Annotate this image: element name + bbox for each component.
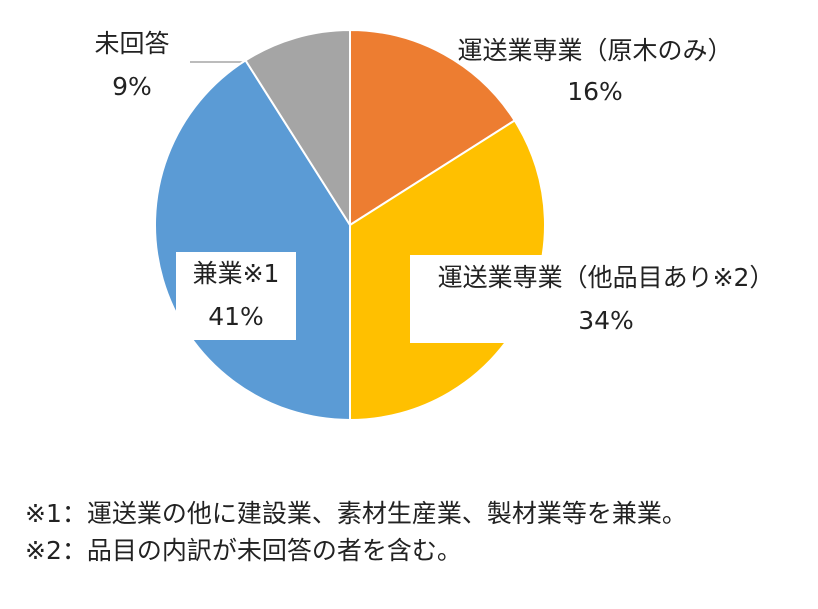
pie-slice (349, 28, 517, 227)
slice-label: 運送業専業（他品目あり※2） (438, 263, 775, 292)
note: ※2：品目の内訳が未回答の者を含む。 (25, 536, 462, 565)
pie-slice (244, 28, 351, 229)
slice-label: 未回答 (94, 29, 169, 58)
slice-label: 運送業専業（原木のみ） (457, 36, 732, 65)
value-label: 41% (208, 302, 264, 331)
note: ※1：運送業の他に建設業、素材生産業、製材業等を兼業。 (25, 499, 687, 528)
label-background (176, 252, 296, 340)
value-label: 34% (578, 306, 634, 335)
label-background (410, 255, 802, 343)
slice-label: 兼業※1 (193, 259, 280, 288)
value-label: 16% (567, 77, 623, 106)
value-label: 9% (112, 72, 152, 101)
